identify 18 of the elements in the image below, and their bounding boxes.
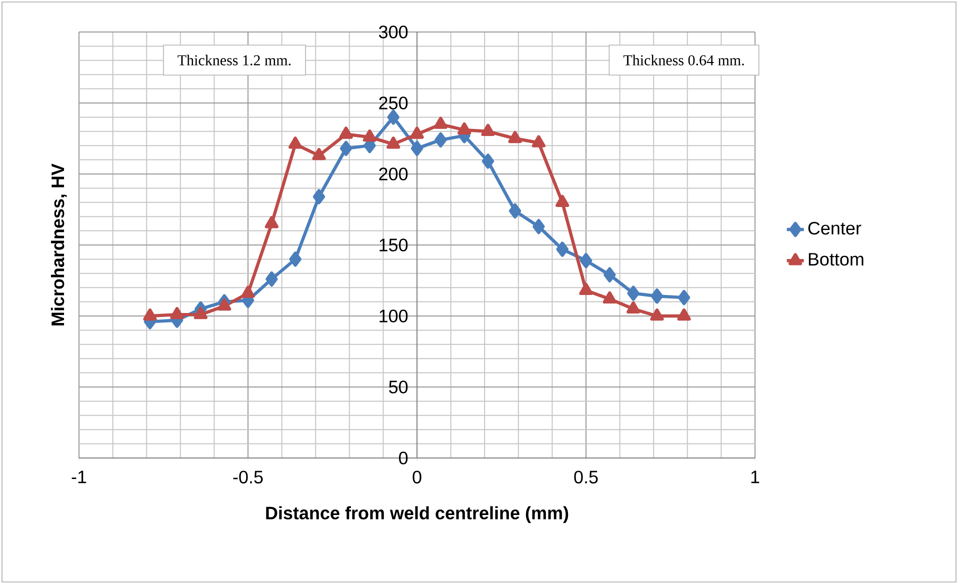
x-tick-label: -1 xyxy=(72,470,86,484)
y-tick-label: 0 xyxy=(399,452,408,464)
x-tick-label: 0 xyxy=(412,470,422,484)
y-tick-label: 200 xyxy=(379,168,408,180)
x-axis-title: Distance from weld centreline (mm) xyxy=(266,506,568,523)
legend-label: Center xyxy=(808,222,862,235)
y-tick-label: 250 xyxy=(379,96,408,110)
x-tick-label: 1 xyxy=(751,470,760,484)
y-tick-label: 50 xyxy=(389,380,408,394)
y-tick-label: 100 xyxy=(380,310,408,322)
y-axis-title: Microhardness, HV xyxy=(50,164,67,326)
annotation: Thickness 1.2 mm. xyxy=(178,54,291,66)
legend-label: Bottom xyxy=(808,253,864,266)
y-tick-label: 150 xyxy=(380,238,408,252)
x-tick-label: 0.5 xyxy=(574,470,598,484)
y-tick-label: 300 xyxy=(378,26,408,38)
annotation: Thickness 0.64 mm. xyxy=(623,54,744,66)
x-tick-label: -0.5 xyxy=(233,470,263,484)
